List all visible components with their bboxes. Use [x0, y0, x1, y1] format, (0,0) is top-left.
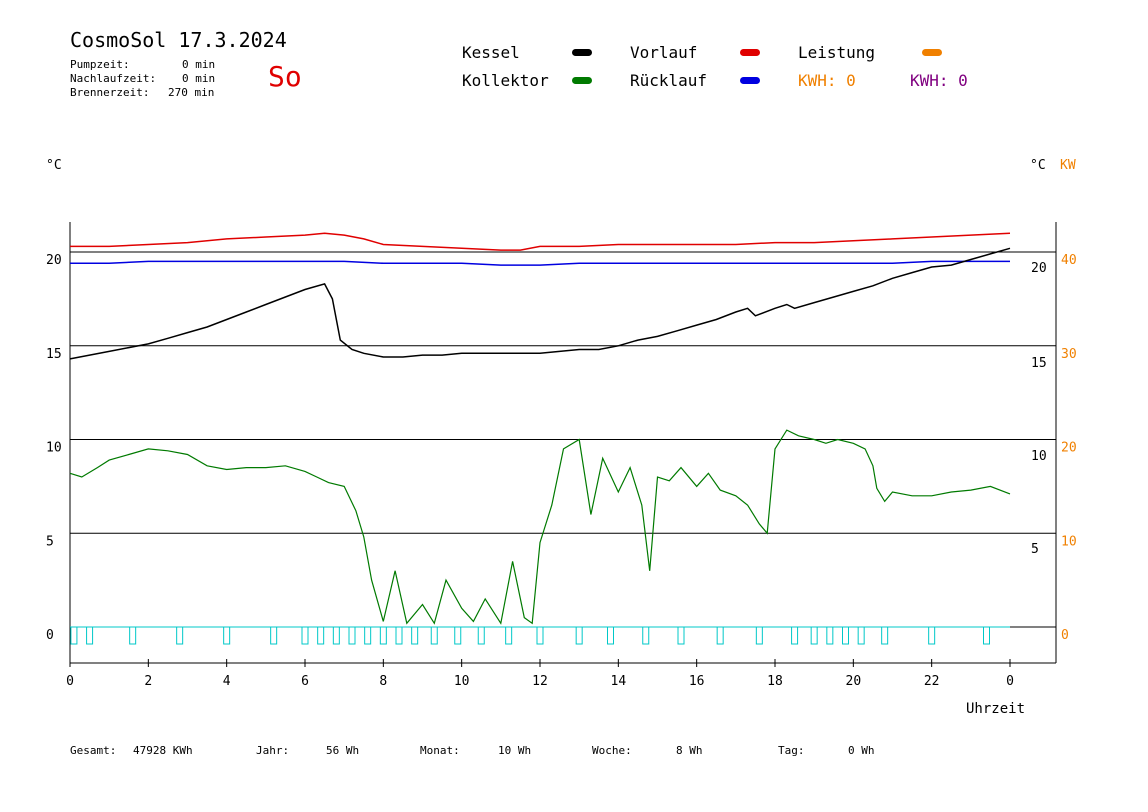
x-tick-label: 2: [144, 674, 152, 689]
pump-on-marker: [332, 626, 340, 645]
y-tick-label-left: 0: [46, 628, 54, 643]
footer-monat-label: Monat:: [420, 744, 460, 757]
pump-on-marker: [430, 626, 438, 645]
pump-on-marker: [575, 626, 583, 645]
y-tick-label-right-kw: 30: [1061, 347, 1077, 362]
y-tick-label-right-kw: 20: [1061, 441, 1077, 456]
legend-kessel-swatch: [572, 49, 592, 56]
weekday-label: So: [268, 60, 302, 93]
x-tick-label: 16: [689, 674, 705, 689]
footer-gesamt-value: 47928 KWh: [133, 744, 193, 757]
footer-tag-value: 0 Wh: [848, 744, 875, 757]
pump-on-marker: [881, 626, 889, 645]
footer-gesamt-label: Gesamt:: [70, 744, 117, 757]
pumpzeit-value: 0 min: [182, 58, 216, 71]
pump-on-marker: [317, 626, 325, 645]
y-tick-label-left: 15: [46, 347, 62, 362]
pump-on-marker: [395, 626, 403, 645]
right-axis-unit-kw: KW: [1060, 158, 1076, 173]
right-axis-unit-celsius: °C: [1030, 158, 1046, 173]
pump-on-marker: [505, 626, 513, 645]
pump-on-marker: [642, 626, 650, 645]
y-tick-label-right-celsius: 20: [1031, 261, 1047, 276]
legend-ruecklauf-label: Rücklauf: [630, 71, 708, 90]
series-kessel-line: [69, 247, 1011, 360]
x-tick-label: 14: [611, 674, 627, 689]
pump-on-marker: [677, 626, 685, 645]
x-tick-label: 4: [223, 674, 231, 689]
y-tick-label-left: 20: [46, 253, 62, 268]
y-tick-label-right-celsius: 10: [1031, 449, 1047, 464]
footer-monat-value: 10 Wh: [498, 744, 532, 757]
y-tick-label-right-kw: 0: [1061, 628, 1069, 643]
x-axis-label: Uhrzeit: [966, 701, 1026, 717]
series-ruecklauf-line: [70, 260, 1010, 266]
pump-on-marker: [857, 626, 865, 645]
legend-vorlauf-swatch: [740, 49, 760, 56]
legend-leistung-swatch: [922, 49, 942, 56]
pump-on-marker: [536, 626, 544, 645]
footer-tag-label: Tag:: [778, 744, 805, 757]
x-tick-label: 22: [924, 674, 940, 689]
nachlaufzeit-label: Nachlaufzeit:: [70, 72, 157, 85]
pump-on-marker: [348, 626, 356, 645]
x-tick-label: 8: [379, 674, 387, 689]
x-tick-label: 0: [1006, 674, 1014, 689]
legend-kwh-second: KWH: 0: [910, 71, 968, 90]
pump-on-marker: [826, 626, 834, 645]
pump-on-marker: [454, 626, 462, 645]
pump-on-marker: [176, 626, 184, 645]
pump-on-marker: [716, 626, 724, 645]
y-tick-label-right-kw: 10: [1061, 534, 1077, 549]
legend-ruecklauf-swatch: [740, 77, 760, 84]
pump-on-marker: [842, 626, 849, 645]
x-tick-label: 6: [301, 674, 309, 689]
pump-on-marker: [270, 626, 278, 645]
pump-on-marker: [364, 626, 372, 645]
legend-kollektor-swatch: [572, 77, 592, 84]
x-tick-label: 20: [846, 674, 862, 689]
y-tick-label-right-celsius: 5: [1031, 542, 1039, 557]
chart-title: CosmoSol 17.3.2024: [70, 28, 287, 52]
nachlaufzeit-value: 0 min: [182, 72, 216, 85]
pump-on-marker: [791, 626, 799, 645]
x-tick-label: 0: [66, 674, 74, 689]
legend-vorlauf-label: Vorlauf: [630, 43, 698, 62]
x-tick-label: 12: [532, 674, 548, 689]
pump-on-marker: [411, 626, 419, 645]
pump-on-marker: [129, 626, 137, 645]
legend-kollektor-label: Kollektor: [462, 71, 549, 90]
series-kollektor-line: [69, 429, 1011, 625]
brennerzeit-value: 270 min: [168, 86, 215, 99]
pump-on-marker: [379, 626, 387, 645]
pump-on-marker: [301, 626, 309, 645]
pump-on-marker: [810, 626, 818, 645]
legend-kessel-label: Kessel: [462, 43, 520, 62]
legend-leistung-label: Leistung: [798, 43, 876, 62]
pump-on-marker: [86, 626, 94, 645]
y-tick-label-left: 10: [46, 441, 62, 456]
pump-on-marker: [70, 626, 78, 645]
footer-woche-value: 8 Wh: [676, 744, 703, 757]
brennerzeit-label: Brennerzeit:: [70, 86, 150, 99]
y-tick-label-right-kw: 40: [1061, 253, 1077, 268]
x-tick-label: 10: [454, 674, 470, 689]
left-axis-unit: °C: [46, 158, 62, 173]
pump-on-marker: [477, 626, 485, 645]
footer-jahr-value: 56 Wh: [326, 744, 360, 757]
y-tick-label-left: 5: [46, 534, 54, 549]
footer-woche-label: Woche:: [592, 744, 632, 757]
pump-on-marker: [983, 626, 990, 645]
x-tick-label: 18: [767, 674, 783, 689]
y-tick-label-right-celsius: 15: [1031, 356, 1047, 371]
pump-on-marker: [928, 626, 936, 645]
legend-kwh-leistung: KWH: 0: [798, 71, 856, 90]
pump-on-marker: [755, 626, 763, 645]
footer-jahr-label: Jahr:: [256, 744, 290, 757]
pump-on-marker: [607, 626, 614, 645]
pumpzeit-label: Pumpzeit:: [70, 58, 130, 71]
series-vorlauf-line: [70, 232, 1011, 251]
pump-on-marker: [223, 626, 231, 645]
